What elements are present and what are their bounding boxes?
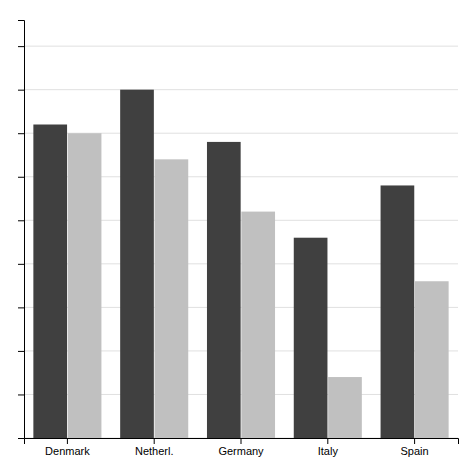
grid [24,46,458,438]
tick-mark [327,438,328,444]
bar [415,281,449,438]
plot: Denmark Netherl. Germany Italy Spain [18,21,459,457]
tick-mark [414,438,415,444]
tick-mark [18,220,24,221]
tick: Netherl. [135,438,174,457]
tick-mark [154,438,155,444]
tick-mark [18,90,24,91]
tick-mark [18,177,24,178]
bar [68,133,102,438]
series [68,133,449,438]
tick-label: Germany [218,445,264,457]
tick-mark [241,438,242,444]
bar [120,90,154,438]
bar [207,142,241,438]
tick-mark [18,307,24,308]
tick: Germany [218,438,264,457]
x-axis: Denmark Netherl. Germany Italy Spain [25,438,459,457]
bar [381,185,415,438]
axis-line [18,21,25,439]
grid-line [24,89,458,90]
bar [294,238,328,438]
tick-mark [18,46,24,47]
tick: Denmark [45,438,90,457]
tick-label: Netherl. [135,445,174,457]
tick-mark [18,133,24,134]
grid-line [24,46,458,47]
tick: Spain [401,438,429,457]
tick [18,133,24,134]
tick-mark [18,351,24,352]
series [33,90,414,438]
tick-label: Italy [318,445,339,457]
tick [18,177,24,178]
tick [18,438,24,439]
tick [18,90,24,91]
tick-mark [18,394,24,395]
bar [155,159,189,438]
tick [18,351,24,352]
tick [18,220,24,221]
tick [18,307,24,308]
axis-line [25,439,459,445]
bar [33,125,67,439]
bar [241,212,275,438]
tick-mark [67,438,68,444]
tick-label: Denmark [45,445,90,457]
bars [33,90,448,438]
tick [18,46,24,47]
tick-mark [18,264,24,265]
tick [18,394,24,395]
y-axis [18,21,25,439]
tick-mark [18,438,24,439]
tick [18,264,24,265]
tick-label: Spain [401,445,429,457]
tick: Italy [318,438,339,457]
bar [328,377,362,438]
chart: Denmark Netherl. Germany Italy Spain [0,0,474,474]
